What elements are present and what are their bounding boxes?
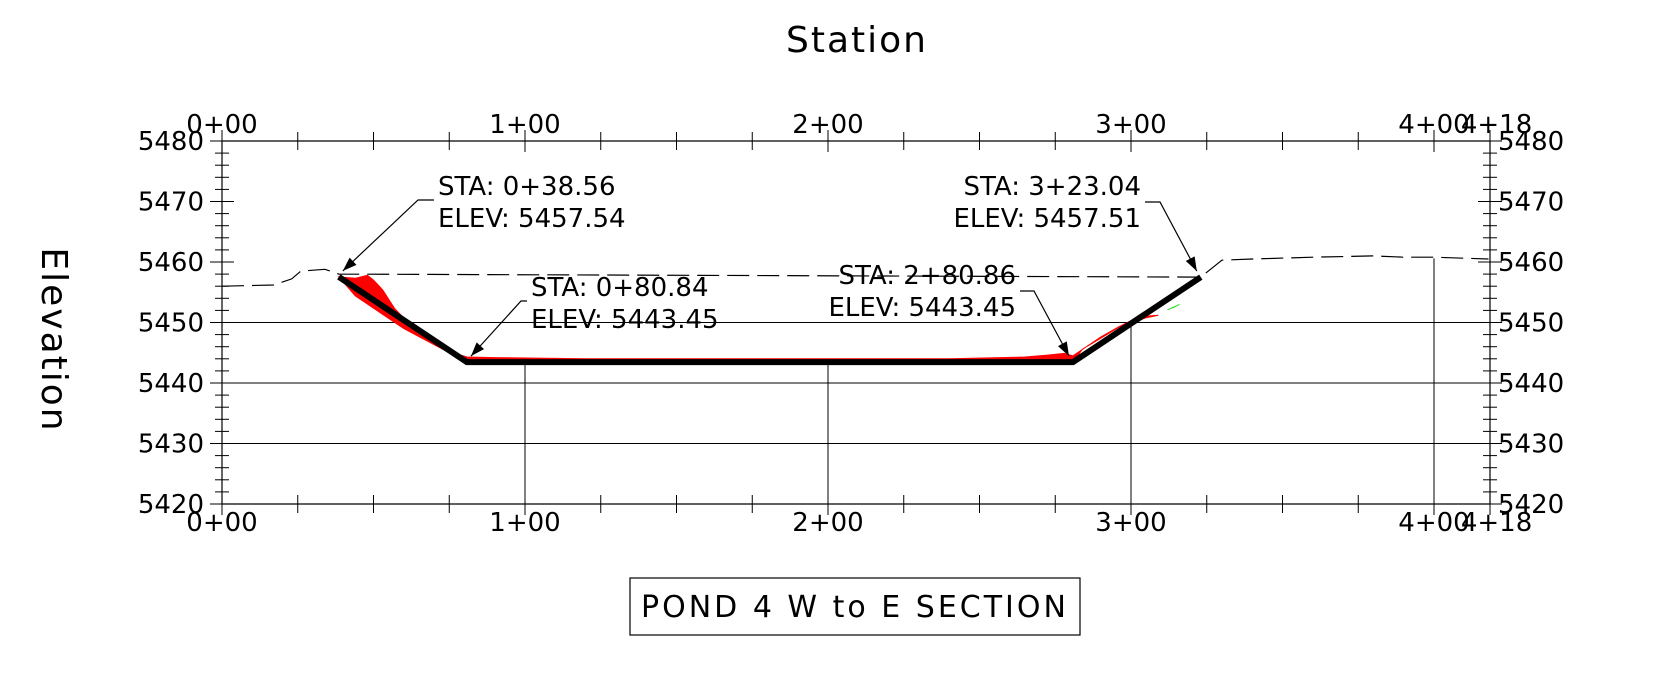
callout-arrowhead: [1185, 256, 1197, 272]
callout-arrowhead: [1057, 341, 1070, 357]
callout-arrowhead: [342, 257, 357, 271]
callout-elevation: ELEV: 5457.51: [953, 204, 1141, 234]
y-tick-label-right: 5420: [1498, 490, 1564, 520]
y-tick-label-left: 5440: [138, 369, 204, 399]
x-tick-label-top: 4+18: [1461, 110, 1532, 140]
existing-ground-layer: [221, 255, 1489, 287]
proposed-section-line: [337, 274, 1203, 366]
y-tick-label-left: 5470: [138, 188, 204, 218]
callout-station: STA: 3+23.04: [964, 172, 1141, 202]
x-tick-label-bottom: 2+00: [792, 508, 863, 538]
callout-leader: [342, 199, 434, 272]
x-tick-label-top: 2+00: [792, 110, 863, 140]
callout-leader: [1020, 290, 1070, 357]
section-title: POND 4 W to E SECTION: [641, 590, 1069, 625]
section-title-box: [629, 577, 1081, 636]
y-tick-label-right: 5430: [1498, 430, 1564, 460]
y-tick-label-right: 5470: [1498, 188, 1564, 218]
y-tick-label-left: 5420: [138, 490, 204, 520]
existing-ground-line: [221, 255, 1489, 287]
callout-station: STA: 0+38.56: [438, 172, 615, 202]
callout-station: STA: 0+80.84: [531, 273, 708, 303]
x-tick-label-top: 3+00: [1095, 110, 1166, 140]
callout-leader: [470, 300, 527, 357]
x-tick-label-bottom: 4+00: [1398, 508, 1469, 538]
y-tick-label-right: 5480: [1498, 127, 1564, 157]
x-tick-label-top: 4+00: [1398, 110, 1469, 140]
tick-labels: 0+00 0+00 1+00 1+00 2+00 2+00 3+00 3+00 4+00 4+00…: [138, 110, 1564, 538]
x-tick-label-top: 0+00: [186, 110, 257, 140]
y-tick-label-left: 5450: [138, 309, 204, 339]
callout-station: STA: 2+80.86: [839, 261, 1016, 291]
y-tick-label-left: 5480: [138, 127, 204, 157]
area-layer: [337, 274, 1180, 363]
x-tick-label-bottom: 1+00: [489, 508, 560, 538]
x-tick-label-top: 1+00: [489, 110, 560, 140]
x-tick-label-bottom: 4+18: [1461, 508, 1532, 538]
y-axis-title: Elevation: [33, 247, 74, 432]
y-tick-label-right: 5440: [1498, 369, 1564, 399]
x-axis-title: Station: [786, 20, 928, 61]
fill-area: [1167, 303, 1180, 311]
callout-leader: [1145, 201, 1198, 272]
y-tick-label-left: 5430: [138, 430, 204, 460]
grid-layer: [222, 258, 1490, 504]
y-tick-label-left: 5460: [138, 248, 204, 278]
y-tick-label-right: 5460: [1498, 248, 1564, 278]
callout-elevation: ELEV: 5443.45: [531, 305, 719, 335]
proposed-section-layer: [337, 274, 1203, 366]
x-tick-label-bottom: 3+00: [1095, 508, 1166, 538]
y-tick-label-right: 5450: [1498, 309, 1564, 339]
callout-elevation: ELEV: 5457.54: [438, 204, 626, 234]
callout-elevation: ELEV: 5443.45: [828, 293, 1016, 323]
x-tick-label-bottom: 0+00: [186, 508, 257, 538]
cut-area: [337, 274, 1159, 363]
callout-arrowhead: [470, 342, 485, 357]
